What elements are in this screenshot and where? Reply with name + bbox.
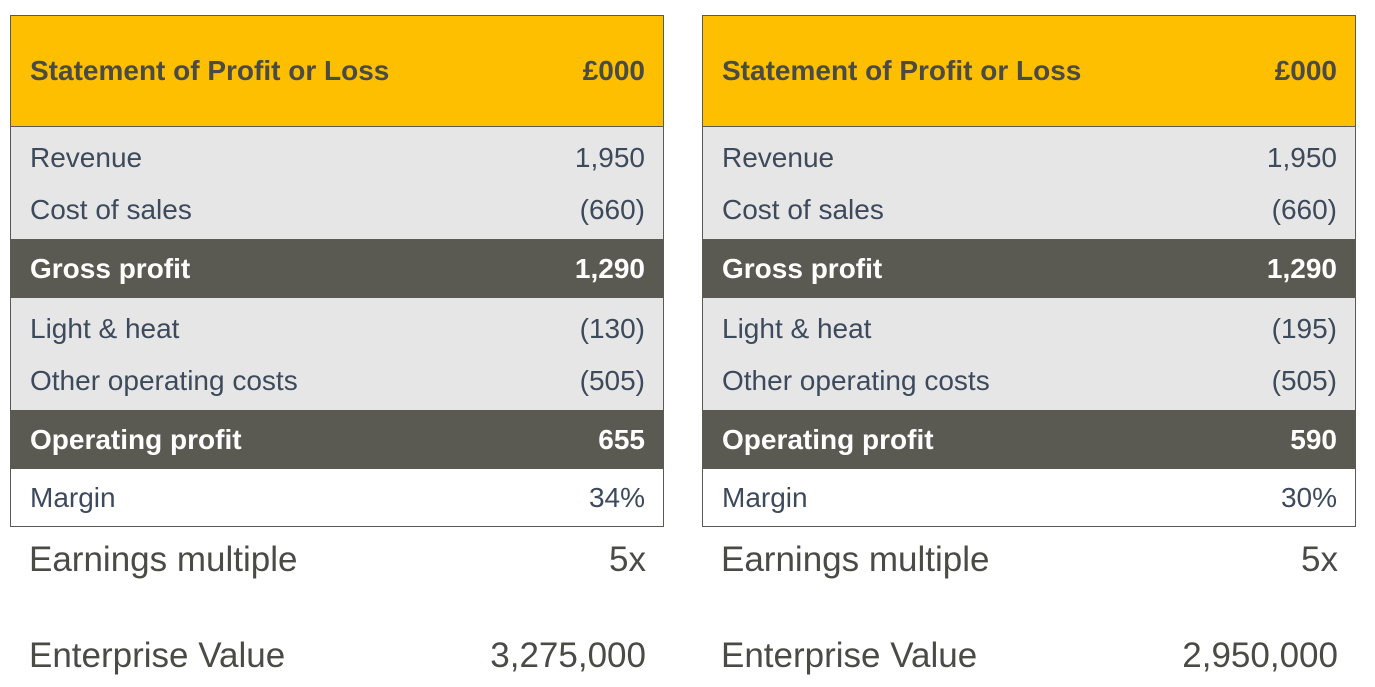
row-label: Revenue [722, 142, 835, 173]
row-value: 34% [588, 481, 645, 513]
header-title: Statement of Profit or Loss [30, 55, 390, 86]
table-row-operating-profit: Operating profit 655 [11, 410, 663, 469]
earnings-multiple-value: 5x [1301, 540, 1338, 579]
profit-loss-table: Statement of Profit or Loss £000 Revenue… [10, 15, 664, 527]
row-label: Cost of sales [722, 194, 884, 225]
table-row-revenue: Revenue 1,950 [11, 127, 663, 183]
enterprise-value-line: Enterprise Value 3,275,000 [10, 625, 664, 687]
row-value: (660) [1271, 194, 1337, 225]
row-label: Operating profit [722, 423, 934, 455]
table-row-light-heat: Light & heat (130) [11, 298, 663, 354]
earnings-multiple-line: Earnings multiple 5x [702, 527, 1356, 593]
table-row-margin: Margin 34% [11, 469, 663, 526]
table-row-revenue: Revenue 1,950 [703, 127, 1355, 183]
row-value: 1,290 [1266, 252, 1337, 284]
enterprise-value-label: Enterprise Value [721, 636, 978, 675]
row-label: Cost of sales [30, 194, 192, 225]
statement-panel-left: Statement of Profit or Loss £000 Revenue… [10, 15, 664, 687]
table-row-gross-profit: Gross profit 1,290 [11, 239, 663, 298]
row-label: Gross profit [722, 252, 883, 284]
header-unit: £000 [582, 55, 645, 86]
row-label: Margin [722, 481, 808, 513]
row-value: (660) [579, 194, 645, 225]
row-label: Light & heat [722, 313, 872, 344]
table-header: Statement of Profit or Loss £000 [703, 16, 1355, 127]
table-row-light-heat: Light & heat (195) [703, 298, 1355, 354]
row-value: 590 [1290, 423, 1337, 455]
earnings-multiple-value: 5x [609, 540, 646, 579]
enterprise-value-value: 3,275,000 [490, 636, 646, 675]
row-value: 1,290 [574, 252, 645, 284]
row-label: Other operating costs [30, 365, 298, 396]
row-value: 30% [1280, 481, 1337, 513]
enterprise-value-value: 2,950,000 [1182, 636, 1338, 675]
earnings-multiple-label: Earnings multiple [721, 540, 990, 579]
table-row-operating-profit: Operating profit 590 [703, 410, 1355, 469]
row-value: (130) [579, 313, 645, 344]
table-row-margin: Margin 30% [703, 469, 1355, 526]
table-header: Statement of Profit or Loss £000 [11, 16, 663, 127]
row-label: Other operating costs [722, 365, 990, 396]
row-label: Revenue [30, 142, 143, 173]
earnings-multiple-label: Earnings multiple [29, 540, 298, 579]
table-row-cost-of-sales: Cost of sales (660) [11, 183, 663, 239]
row-value: 655 [598, 423, 645, 455]
row-value: (195) [1271, 313, 1337, 344]
row-value: 1,950 [1266, 142, 1337, 173]
earnings-multiple-line: Earnings multiple 5x [10, 527, 664, 593]
row-label: Operating profit [30, 423, 242, 455]
row-value: (505) [579, 365, 645, 396]
row-label: Gross profit [30, 252, 191, 284]
row-label: Light & heat [30, 313, 180, 344]
table-row-other-costs: Other operating costs (505) [11, 354, 663, 410]
statement-panel-right: Statement of Profit or Loss £000 Revenue… [702, 15, 1356, 687]
row-label: Margin [30, 481, 116, 513]
enterprise-value-line: Enterprise Value 2,950,000 [702, 625, 1356, 687]
table-row-other-costs: Other operating costs (505) [703, 354, 1355, 410]
table-row-gross-profit: Gross profit 1,290 [703, 239, 1355, 298]
profit-loss-table: Statement of Profit or Loss £000 Revenue… [702, 15, 1356, 527]
enterprise-value-label: Enterprise Value [29, 636, 286, 675]
row-value: (505) [1271, 365, 1337, 396]
header-unit: £000 [1274, 55, 1337, 86]
row-value: 1,950 [574, 142, 645, 173]
header-title: Statement of Profit or Loss [722, 55, 1082, 86]
table-row-cost-of-sales: Cost of sales (660) [703, 183, 1355, 239]
